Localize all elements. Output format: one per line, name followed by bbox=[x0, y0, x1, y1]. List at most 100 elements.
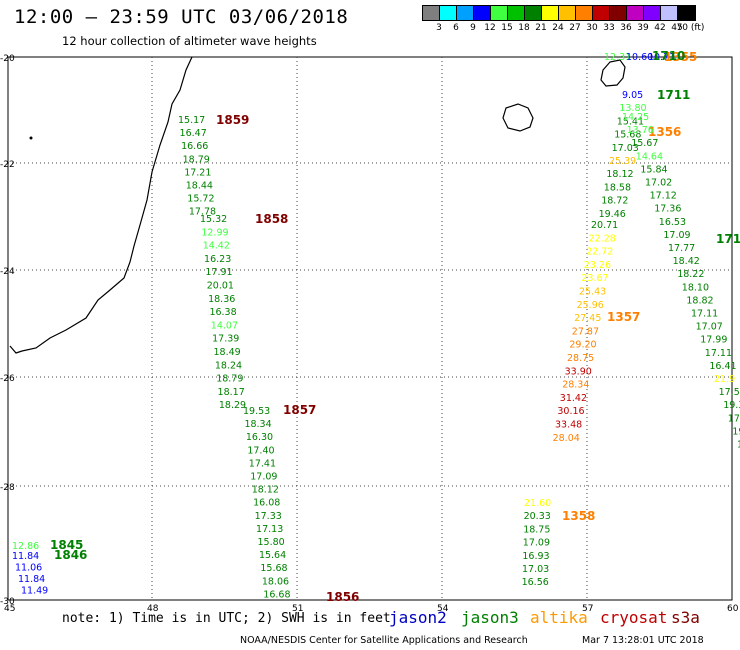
pass-time-label: 1710 bbox=[652, 49, 685, 63]
swh-reading: 18.49 bbox=[214, 347, 241, 358]
legend-label: 9 bbox=[470, 23, 476, 33]
swh-reading: 25.43 bbox=[579, 287, 606, 298]
x-tick-label: 48 bbox=[147, 604, 159, 614]
swh-reading: 19.53 bbox=[243, 406, 270, 417]
swh-reading: 19 bbox=[737, 440, 740, 451]
legend-label: 12 bbox=[484, 23, 496, 33]
mauritius-island bbox=[600, 59, 626, 87]
swh-reading: 18.79 bbox=[216, 374, 243, 385]
legend-swatch bbox=[678, 6, 695, 20]
pass-time-label: 1858 bbox=[255, 212, 288, 226]
swh-reading: 13.80 bbox=[619, 103, 646, 114]
y-tick-label: -26 bbox=[0, 374, 15, 384]
legend-swatch bbox=[576, 6, 593, 20]
x-tick-label: 51 bbox=[292, 604, 303, 614]
swh-reading: 11.06 bbox=[15, 563, 42, 574]
legend-swatch bbox=[491, 6, 508, 20]
satellite-label-jason2: jason2 bbox=[389, 608, 447, 627]
legend-swatch bbox=[627, 6, 644, 20]
legend-label: 15 bbox=[501, 23, 513, 33]
swh-reading: 17.11 bbox=[705, 348, 732, 359]
swh-reading: 17.39 bbox=[212, 334, 239, 345]
swh-reading: 18.06 bbox=[262, 576, 289, 587]
swh-reading: 16.93 bbox=[522, 551, 549, 562]
swh-reading: 15.67 bbox=[631, 138, 658, 149]
legend-swatch bbox=[440, 6, 457, 20]
swh-reading: 15.17 bbox=[178, 115, 205, 126]
swh-reading: 33.90 bbox=[565, 366, 592, 377]
swh-reading: 16.56 bbox=[522, 577, 549, 588]
swh-reading: 29.20 bbox=[569, 340, 596, 351]
legend-swatch bbox=[525, 6, 542, 20]
swh-reading: 17.33 bbox=[255, 511, 282, 522]
swh-reading: 16.30 bbox=[246, 432, 273, 443]
swh-reading: 20.33 bbox=[524, 511, 551, 522]
swh-reading: 18.24 bbox=[215, 360, 242, 371]
swh-reading: 22.72 bbox=[586, 247, 613, 258]
swh-reading: 18.42 bbox=[673, 256, 700, 267]
legend-label: 70 (ft) bbox=[676, 23, 705, 33]
swh-reading: 16.66 bbox=[181, 141, 208, 152]
swh-reading: 15.41 bbox=[617, 116, 644, 127]
y-tick-label: -22 bbox=[0, 160, 15, 170]
swh-reading: 19 bbox=[732, 426, 740, 437]
swh-reading: 17.41 bbox=[249, 458, 276, 469]
swh-reading: 17.09 bbox=[250, 472, 277, 483]
swh-reading: 28.04 bbox=[553, 433, 580, 444]
swh-reading: 11.49 bbox=[21, 586, 48, 597]
generated-timestamp: Mar 7 13:28:01 UTC 2018 bbox=[582, 635, 704, 646]
legend-swatch bbox=[593, 6, 610, 20]
swh-reading: 14.07 bbox=[211, 320, 238, 331]
swh-reading: 27.45 bbox=[574, 313, 601, 324]
satellite-label-s3a: s3a bbox=[671, 608, 700, 627]
legend-swatch bbox=[457, 6, 474, 20]
swh-reading: 17.40 bbox=[247, 445, 274, 456]
map-frame bbox=[7, 56, 733, 601]
swh-reading: 17.03 bbox=[522, 564, 549, 575]
swh-reading: 17.13 bbox=[256, 524, 283, 535]
pass-time-label: 1857 bbox=[283, 403, 316, 417]
swh-reading: 18.82 bbox=[686, 295, 713, 306]
swh-reading: 13.76 bbox=[627, 125, 654, 136]
legend-label: 3 bbox=[436, 23, 442, 33]
legend-swatch bbox=[474, 6, 491, 20]
swh-reading: 30.16 bbox=[557, 406, 584, 417]
swh-reading: 18.58 bbox=[604, 182, 631, 193]
legend-label: 24 bbox=[552, 23, 564, 33]
pass-time-label: 1355 bbox=[664, 50, 697, 64]
swh-reading: 18.10 bbox=[682, 282, 709, 293]
swh-reading: 14.64 bbox=[636, 151, 663, 162]
swh-reading: 18.79 bbox=[183, 154, 210, 165]
footer-note: note: 1) Time is in UTC; 2) SWH is in fe… bbox=[62, 611, 391, 626]
legend-label: 36 bbox=[620, 23, 632, 33]
legend-swatch bbox=[508, 6, 525, 20]
swh-reading: 18.44 bbox=[186, 181, 213, 192]
swh-reading: 21.60 bbox=[524, 498, 551, 509]
swh-reading: 17.02 bbox=[645, 178, 672, 189]
swh-reading: 28.75 bbox=[567, 353, 594, 364]
pass-time-label: 1358 bbox=[562, 509, 595, 523]
color-scale-legend bbox=[422, 5, 696, 21]
credit-line: NOAA/NESDIS Center for Satellite Applica… bbox=[240, 635, 528, 646]
x-tick-label: 60 bbox=[727, 604, 739, 614]
swh-reading: 14.25 bbox=[622, 112, 649, 123]
legend-label: 42 bbox=[654, 23, 666, 33]
swh-reading: 17. bbox=[728, 413, 740, 424]
swh-reading: 16.38 bbox=[209, 307, 236, 318]
swh-reading: 17.36 bbox=[654, 204, 681, 215]
map-title: 12:00 — 23:59 UTC 03/06/2018 bbox=[14, 6, 349, 28]
swh-reading: 21.9 bbox=[714, 374, 735, 385]
swh-reading: 11.84 bbox=[18, 574, 45, 585]
swh-reading: 17.99 bbox=[700, 335, 727, 346]
legend-label: 33 bbox=[603, 23, 615, 33]
reunion-island bbox=[502, 103, 534, 132]
swh-reading: 18.36 bbox=[208, 294, 235, 305]
legend-swatch bbox=[661, 6, 678, 20]
satellite-label-cryosat: cryosat bbox=[600, 608, 668, 627]
island-marker bbox=[29, 136, 33, 140]
swh-reading: 12.86 bbox=[12, 541, 39, 552]
swh-reading: 28.34 bbox=[562, 380, 589, 391]
swh-reading: 18.22 bbox=[677, 269, 704, 280]
swh-reading: 19.46 bbox=[599, 209, 626, 220]
